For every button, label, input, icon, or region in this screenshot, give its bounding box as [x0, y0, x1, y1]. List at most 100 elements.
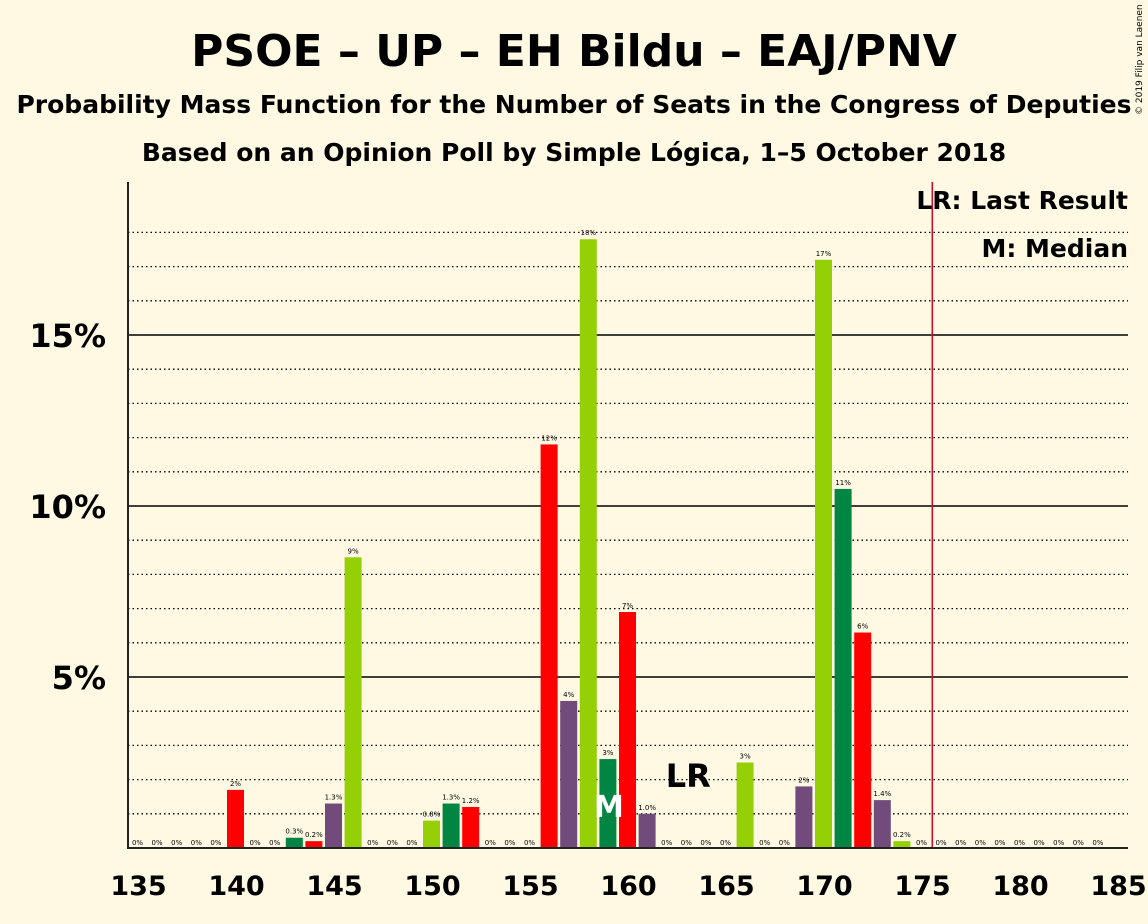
- legend-last-result: LR: Last Result: [916, 186, 1128, 215]
- data-label-seat-175: 0.2%: [893, 831, 911, 839]
- data-label-seat-172: 11%: [835, 479, 851, 487]
- data-label-seat-181: 0%: [1014, 839, 1025, 847]
- data-label-seat-170: 2%: [798, 776, 809, 784]
- data-label-seat-153: 1.2%: [462, 797, 480, 805]
- data-label-seat-148: 0%: [367, 839, 378, 847]
- data-label-seat-152: 1.3%: [442, 794, 460, 802]
- bar-seat-171: [815, 259, 832, 848]
- bar-seat-147: [344, 557, 362, 848]
- x-tick-label: 180: [992, 871, 1048, 902]
- data-label-seat-162: 1.0%: [638, 804, 656, 812]
- chart-title: PSOE – UP – EH Bildu – EAJ/PNV: [191, 26, 957, 77]
- data-label-seat-180: 0%: [994, 839, 1005, 847]
- data-label-seat-150: 0%: [406, 839, 417, 847]
- data-label-seat-156: 0%: [524, 839, 535, 847]
- bar-seat-174: [873, 800, 891, 848]
- data-label-seat-165: 0%: [700, 839, 711, 847]
- data-label-seat-141: 2%: [230, 780, 241, 788]
- data-label-seat-178: 0%: [955, 839, 966, 847]
- data-label-seat-161: 7%: [622, 602, 633, 610]
- bar-seat-146: [325, 803, 342, 848]
- x-tick-label: 160: [600, 871, 656, 902]
- data-label-seat-160: 3%: [602, 749, 613, 757]
- x-tick-label: 175: [894, 871, 950, 902]
- bar-seat-161: [619, 612, 636, 848]
- data-label-seat-157: 12%: [541, 434, 557, 442]
- data-label-seat-138: 0%: [171, 839, 182, 847]
- bar-seat-170: [795, 786, 813, 848]
- y-axis-ticks: 5% 10% 15%: [29, 317, 106, 697]
- legend-median: M: Median: [981, 234, 1128, 263]
- data-label-seat-168: 0%: [759, 839, 770, 847]
- data-label-seat-140: 0%: [210, 839, 221, 847]
- data-label-seat-174: 1.4%: [873, 790, 891, 798]
- y-tick-label: 5%: [52, 659, 106, 697]
- data-label-seat-177: 0%: [936, 839, 947, 847]
- bar-seat-175: [893, 841, 911, 848]
- bar-seat-172: [834, 488, 852, 848]
- data-label-seat-144: 0.3%: [285, 828, 303, 836]
- y-tick-label: 15%: [29, 317, 106, 355]
- chart-source: Based on an Opinion Poll by Simple Lógic…: [142, 138, 1006, 167]
- data-label-seat-171: 17%: [816, 250, 832, 258]
- data-label-seat-139: 0%: [191, 839, 202, 847]
- data-label-seat-142: 0%: [250, 839, 261, 847]
- chart-subtitle: Probability Mass Function for the Number…: [16, 90, 1131, 119]
- bar-seat-145: [305, 841, 323, 848]
- bar-seat-167: [736, 762, 754, 848]
- data-label-seat-143: 0%: [269, 839, 280, 847]
- data-label-seat-146: 1.3%: [325, 794, 343, 802]
- bar-seat-144: [285, 837, 303, 848]
- data-label-seat-179: 0%: [975, 839, 986, 847]
- x-tick-label: 185: [1090, 871, 1146, 902]
- data-label-seat-164: 0%: [681, 839, 692, 847]
- data-label-seat-147: 9%: [348, 547, 359, 555]
- data-label-seat-149: 0%: [387, 839, 398, 847]
- y-tick-label: 10%: [29, 488, 106, 526]
- data-label-seat-136: 0%: [132, 839, 143, 847]
- data-label-seat-154: 0%: [485, 839, 496, 847]
- markers: LR M: [594, 182, 934, 848]
- x-tick-label: 150: [404, 871, 460, 902]
- data-label-seat-167: 3%: [740, 753, 751, 761]
- bar-seat-141: [227, 789, 244, 848]
- data-label-seat-166: 0%: [720, 839, 731, 847]
- data-label-seat-183: 0%: [1053, 839, 1064, 847]
- data-label-seat-163: 0%: [661, 839, 672, 847]
- bar-seat-157: [540, 444, 558, 848]
- data-label-seat-159: 18%: [581, 229, 597, 237]
- bar-seat-152: [442, 803, 460, 848]
- data-label-seat-169: 0%: [779, 839, 790, 847]
- data-label-seat-176: 0%: [916, 839, 927, 847]
- data-label-seat-173: 6%: [857, 623, 868, 631]
- bars: [227, 239, 911, 849]
- x-tick-label: 140: [208, 871, 264, 902]
- data-label-seat-158: 4%: [563, 691, 574, 699]
- x-axis-ticks: 135 140 145 150 155 160 165 170 175 180 185: [110, 871, 1146, 902]
- x-tick-label: 165: [698, 871, 754, 902]
- x-tick-label: 135: [110, 871, 166, 902]
- data-label-seat-137: 0%: [152, 839, 163, 847]
- bar-seat-158: [560, 700, 578, 848]
- data-labels: 0% 0% 0% 0% 0%2%0% 0%0.3% 0.2%1.3%9%0% 0% 0%0.8%…: [132, 229, 1104, 847]
- copyright: © 2019 Filip van Laenen: [1135, 4, 1145, 115]
- data-label-seat-184: 0%: [1073, 839, 1084, 847]
- median-marker: M: [594, 790, 624, 825]
- bar-seat-162: [638, 813, 656, 848]
- data-label-seat-185: 0%: [1092, 839, 1103, 847]
- bar-seat-153: [462, 806, 480, 848]
- x-tick-label: 155: [502, 871, 558, 902]
- data-label-seat-155: 0%: [504, 839, 515, 847]
- bar-seat-173: [854, 632, 872, 848]
- data-label-seat-145: 0.2%: [305, 831, 323, 839]
- data-label-seat-151: 0.8%: [423, 811, 441, 819]
- x-tick-label: 170: [796, 871, 852, 902]
- grid-lines: [128, 231, 1128, 815]
- last-result-marker: LR: [666, 757, 711, 795]
- data-label-seat-182: 0%: [1034, 839, 1045, 847]
- bar-seat-151: [423, 820, 440, 848]
- bar-seat-160: [599, 759, 617, 848]
- x-tick-label: 145: [306, 871, 362, 902]
- bar-seat-159: [579, 239, 597, 849]
